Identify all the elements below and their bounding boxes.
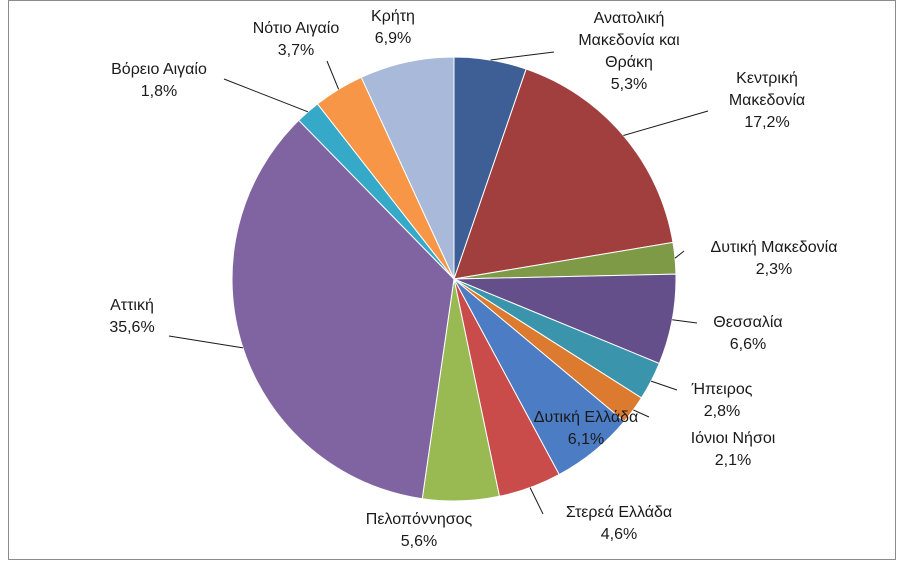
- leader-line: [168, 335, 244, 349]
- slice-label-line: Δυτική Ελλάδα: [534, 409, 639, 426]
- leader-line: [529, 487, 544, 515]
- pie-chart: Ανατολική Μακεδονία και Θράκη 5,3% Κεντρική Μ…: [109, 8, 837, 550]
- slice-label-line: 6,1%: [568, 431, 604, 448]
- slice-label-line: 5,3%: [611, 76, 647, 93]
- slice-label-line: 2,1%: [715, 452, 751, 469]
- leader-line: [674, 250, 685, 259]
- slice-label-line: Ανατολική: [594, 10, 665, 27]
- slice-label-line: Θράκη: [605, 54, 653, 71]
- slice-label-line: Μακεδονία και: [578, 32, 680, 49]
- leader-line: [672, 319, 698, 324]
- slice-label-line: 1,8%: [141, 83, 177, 100]
- slice-label-line: Πελοπόννησος: [366, 511, 473, 528]
- slice-labels: Ανατολική Μακεδονία και Θράκη 5,3% Κεντρική Μ…: [109, 8, 837, 550]
- slice-label-line: Στερεά Ελλάδα: [566, 504, 672, 521]
- slice-label-line: Θεσσαλία: [713, 314, 782, 331]
- slice-label: Ήπειρος 2,8%: [691, 381, 753, 420]
- slice-label-line: 17,2%: [744, 114, 789, 131]
- leader-line: [223, 78, 309, 113]
- slice-label-line: 4,6%: [601, 526, 637, 543]
- slice-label-line: Νότιο Αιγαίο: [253, 20, 340, 37]
- pie-slices: [231, 56, 677, 502]
- slice-label: Στερεά Ελλάδα 4,6%: [566, 504, 672, 543]
- slice-label-line: Κρήτη: [371, 8, 415, 25]
- slice-label: Ανατολική Μακεδονία και Θράκη 5,3%: [578, 10, 680, 93]
- slice-label: Θεσσαλία 6,6%: [713, 314, 782, 353]
- slice-label-line: 2,8%: [704, 403, 740, 420]
- slice-label-line: 6,9%: [375, 30, 411, 47]
- slice-label: Ιόνιοι Νήσοι 2,1%: [691, 430, 776, 469]
- slice-label-line: 3,7%: [278, 42, 314, 59]
- slice-label-line: Μακεδονία: [729, 92, 805, 109]
- slice-label-line: Δυτική Μακεδονία: [711, 239, 838, 256]
- slice-label-line: Ήπειρος: [691, 381, 753, 398]
- slice-label: Κρήτη 6,9%: [371, 8, 415, 47]
- slice-label-line: Ιόνιοι Νήσοι: [691, 430, 776, 447]
- slice-label: Δυτική Μακεδονία 2,3%: [711, 239, 838, 278]
- slice-label: Νότιο Αιγαίο 3,7%: [253, 20, 340, 59]
- slice-label-line: Αττική: [110, 297, 154, 314]
- leader-line: [326, 60, 340, 90]
- leader-line: [623, 110, 709, 136]
- slice-label: Κεντρική Μακεδονία 17,2%: [729, 70, 805, 131]
- slice-label-line: Κεντρική: [736, 70, 798, 87]
- slice-label-line: 6,6%: [730, 336, 766, 353]
- slice-label: Αττική 35,6%: [109, 297, 154, 336]
- slice-label: Πελοπόννησος 5,6%: [366, 511, 473, 550]
- slice-label-line: 2,3%: [756, 261, 792, 278]
- leader-lines: [168, 51, 709, 515]
- chart-frame: Ανατολική Μακεδονία και Θράκη 5,3% Κεντρική Μ…: [8, 0, 896, 560]
- leader-line: [633, 409, 650, 418]
- slice-label: Δυτική Ελλάδα 6,1%: [534, 409, 639, 448]
- slice-label-line: Βόρειο Αιγαίο: [111, 61, 207, 78]
- leader-line: [490, 51, 555, 61]
- pie-slice: [360, 56, 455, 280]
- leader-line: [650, 380, 678, 391]
- slice-label: Βόρειο Αιγαίο 1,8%: [111, 61, 207, 100]
- slice-label-line: 35,6%: [109, 319, 154, 336]
